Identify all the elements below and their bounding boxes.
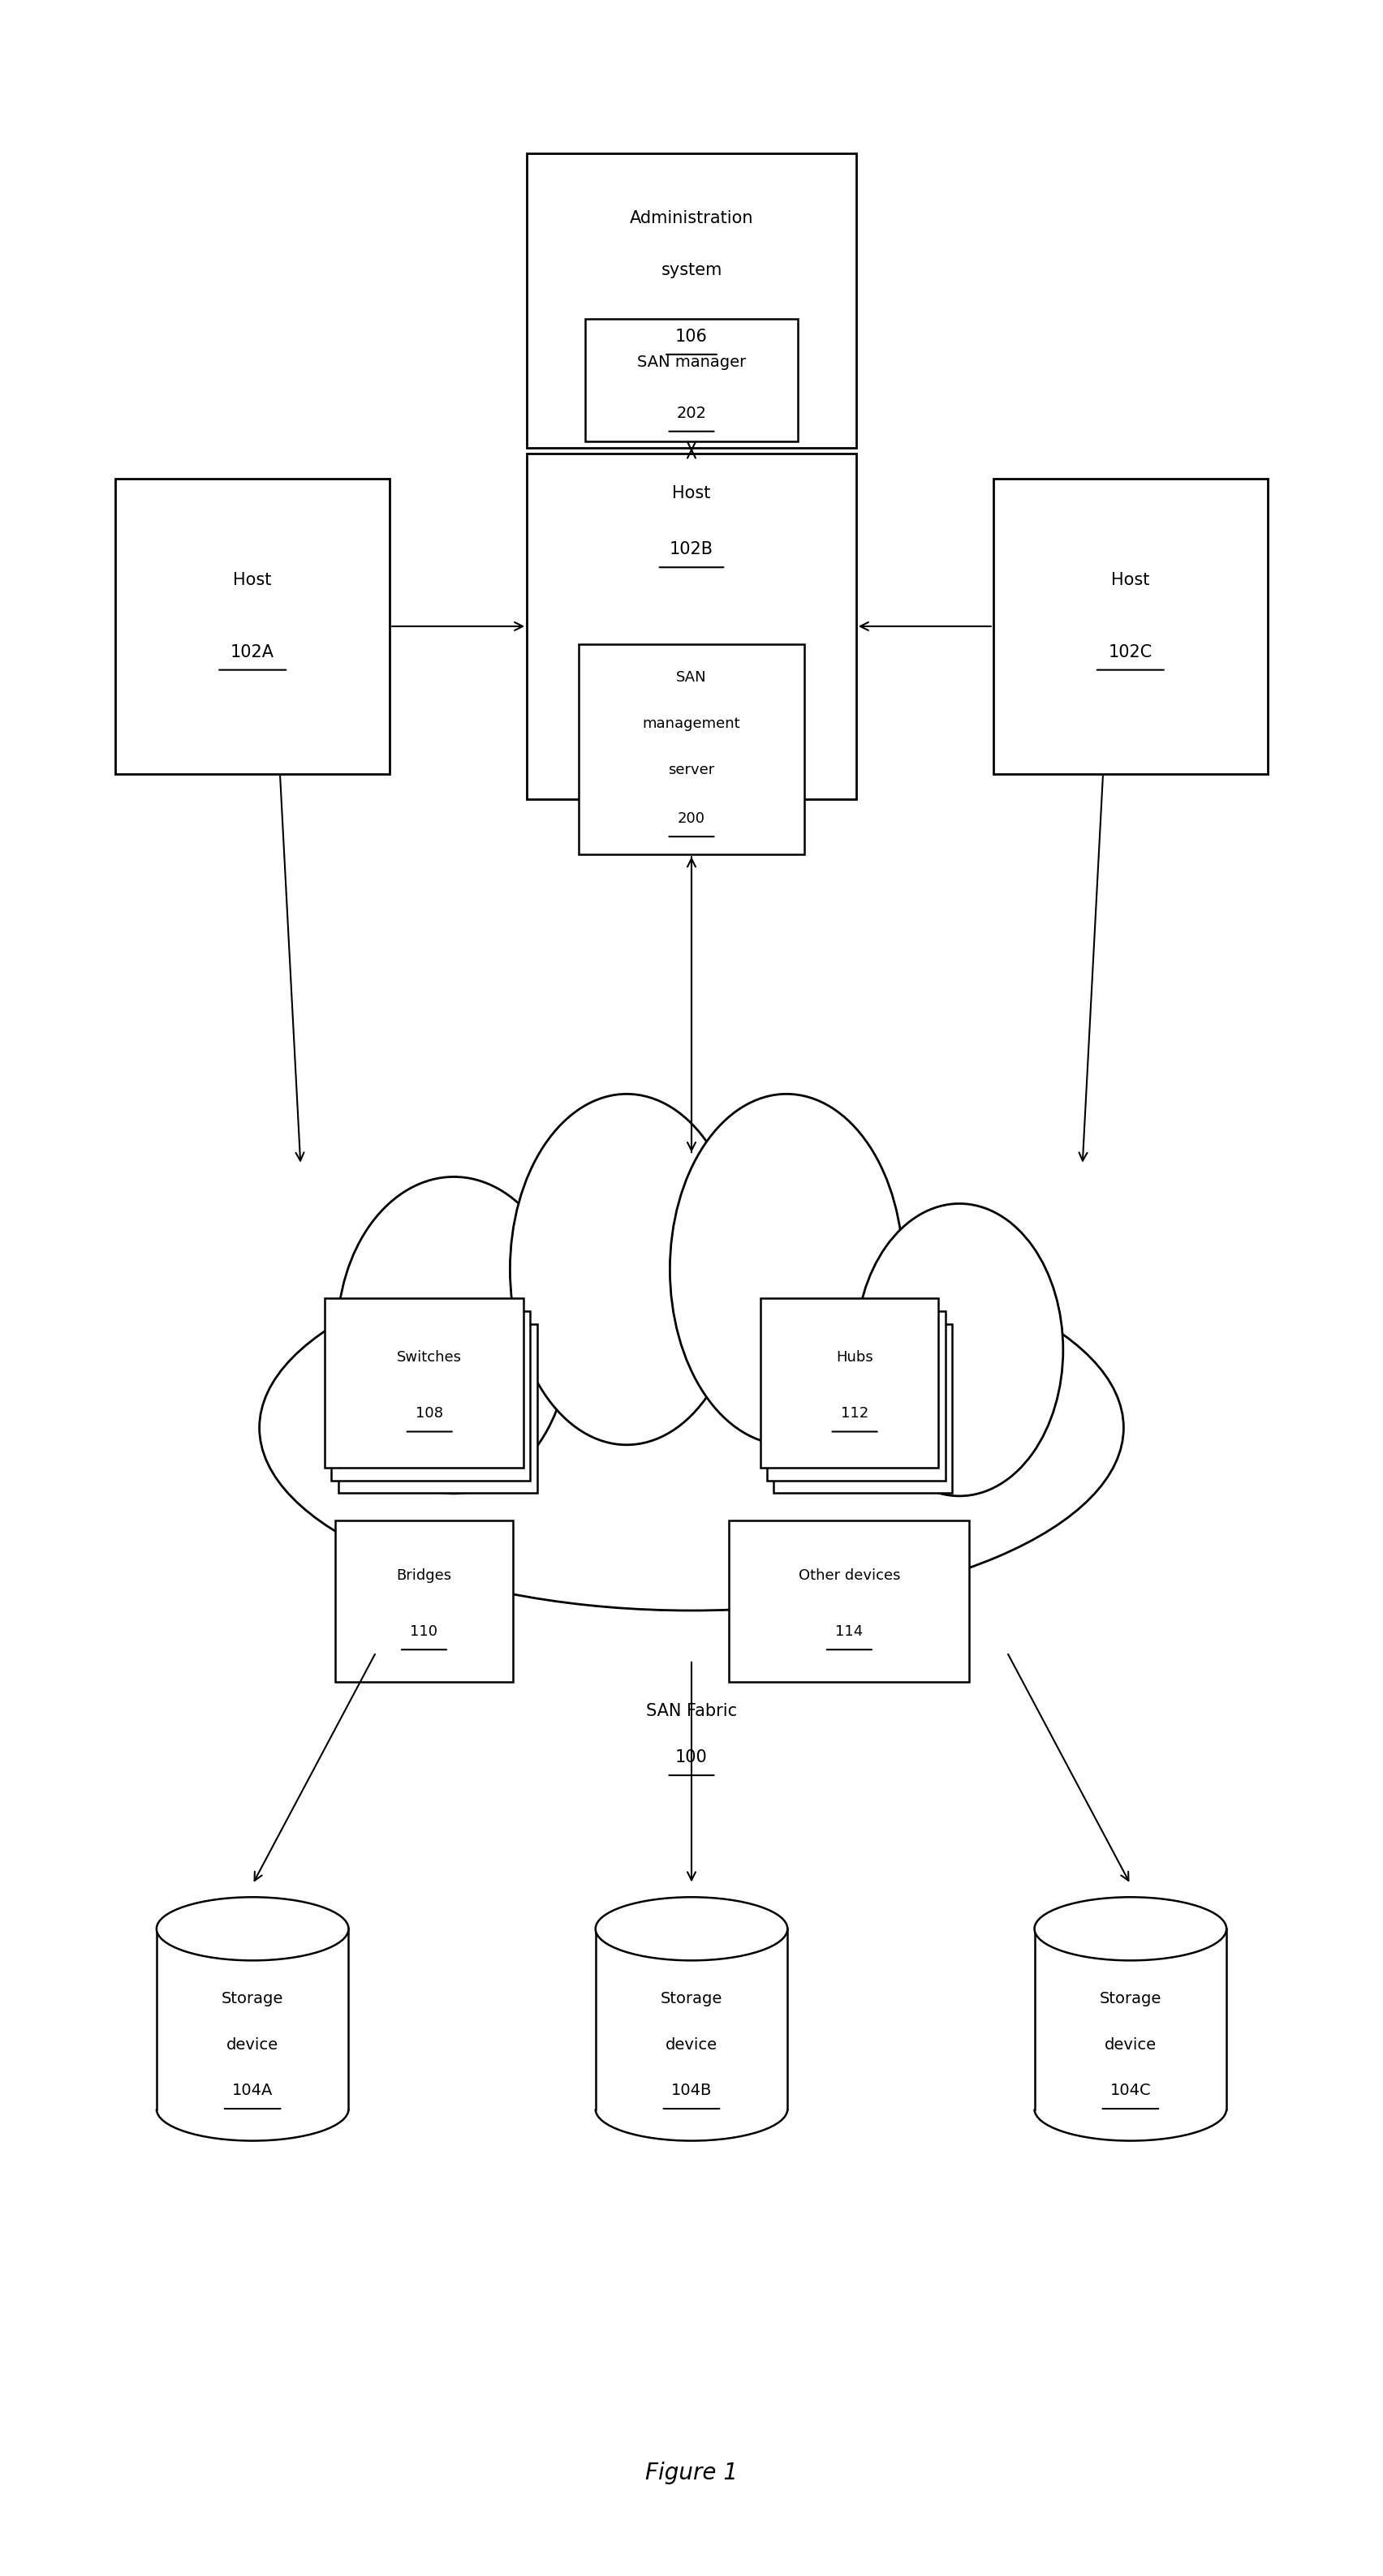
Text: Storage: Storage bbox=[221, 1991, 284, 2007]
FancyBboxPatch shape bbox=[335, 1520, 513, 1682]
Text: 110: 110 bbox=[411, 1625, 438, 1638]
Ellipse shape bbox=[856, 1203, 1064, 1497]
Text: device: device bbox=[1105, 2038, 1156, 2053]
Text: Switches: Switches bbox=[397, 1350, 462, 1365]
Text: Administration: Administration bbox=[629, 211, 754, 227]
Text: 104B: 104B bbox=[671, 2084, 712, 2099]
Ellipse shape bbox=[337, 1177, 571, 1494]
Ellipse shape bbox=[156, 1896, 349, 1960]
Ellipse shape bbox=[510, 1095, 743, 1445]
Text: 102C: 102C bbox=[1108, 644, 1152, 659]
FancyBboxPatch shape bbox=[585, 319, 798, 440]
Ellipse shape bbox=[596, 1896, 787, 1960]
Text: Storage: Storage bbox=[1099, 1991, 1162, 2007]
FancyBboxPatch shape bbox=[115, 479, 390, 773]
FancyBboxPatch shape bbox=[332, 1311, 530, 1481]
Text: Host: Host bbox=[672, 484, 711, 502]
Text: Figure 1: Figure 1 bbox=[646, 2463, 737, 2483]
FancyBboxPatch shape bbox=[325, 1298, 523, 1468]
Ellipse shape bbox=[1034, 1896, 1227, 1960]
FancyBboxPatch shape bbox=[156, 1929, 349, 2110]
Text: 102B: 102B bbox=[669, 541, 714, 556]
FancyBboxPatch shape bbox=[774, 1324, 952, 1494]
Text: Bridges: Bridges bbox=[397, 1569, 452, 1582]
FancyBboxPatch shape bbox=[768, 1311, 945, 1481]
FancyBboxPatch shape bbox=[578, 644, 805, 855]
Text: system: system bbox=[661, 263, 722, 278]
Text: device: device bbox=[227, 2038, 278, 2053]
FancyBboxPatch shape bbox=[527, 152, 856, 448]
Text: 104A: 104A bbox=[232, 2084, 272, 2099]
Text: Other devices: Other devices bbox=[798, 1569, 900, 1582]
Text: 102A: 102A bbox=[231, 644, 274, 659]
Text: device: device bbox=[665, 2038, 718, 2053]
Text: Hubs: Hubs bbox=[837, 1350, 873, 1365]
Text: SAN Fabric: SAN Fabric bbox=[646, 1703, 737, 1718]
Text: server: server bbox=[668, 762, 715, 778]
Text: 112: 112 bbox=[841, 1406, 869, 1422]
FancyBboxPatch shape bbox=[993, 479, 1268, 773]
Text: 114: 114 bbox=[835, 1625, 863, 1638]
Text: 200: 200 bbox=[678, 811, 705, 827]
FancyBboxPatch shape bbox=[729, 1520, 969, 1682]
Text: 106: 106 bbox=[675, 327, 708, 345]
Ellipse shape bbox=[260, 1244, 1123, 1610]
FancyBboxPatch shape bbox=[339, 1324, 537, 1494]
Text: Host: Host bbox=[234, 572, 272, 587]
Text: 104C: 104C bbox=[1111, 2084, 1151, 2099]
FancyBboxPatch shape bbox=[1034, 1929, 1227, 2110]
Text: 108: 108 bbox=[416, 1406, 444, 1422]
Text: SAN manager: SAN manager bbox=[638, 355, 745, 371]
FancyBboxPatch shape bbox=[761, 1298, 939, 1468]
Text: management: management bbox=[643, 716, 740, 732]
Text: 100: 100 bbox=[675, 1749, 708, 1765]
Ellipse shape bbox=[669, 1095, 903, 1445]
FancyBboxPatch shape bbox=[596, 1929, 787, 2110]
Text: SAN: SAN bbox=[676, 670, 707, 685]
Text: 202: 202 bbox=[676, 404, 707, 420]
Text: Storage: Storage bbox=[661, 1991, 722, 2007]
FancyBboxPatch shape bbox=[527, 453, 856, 799]
Text: Host: Host bbox=[1111, 572, 1149, 587]
